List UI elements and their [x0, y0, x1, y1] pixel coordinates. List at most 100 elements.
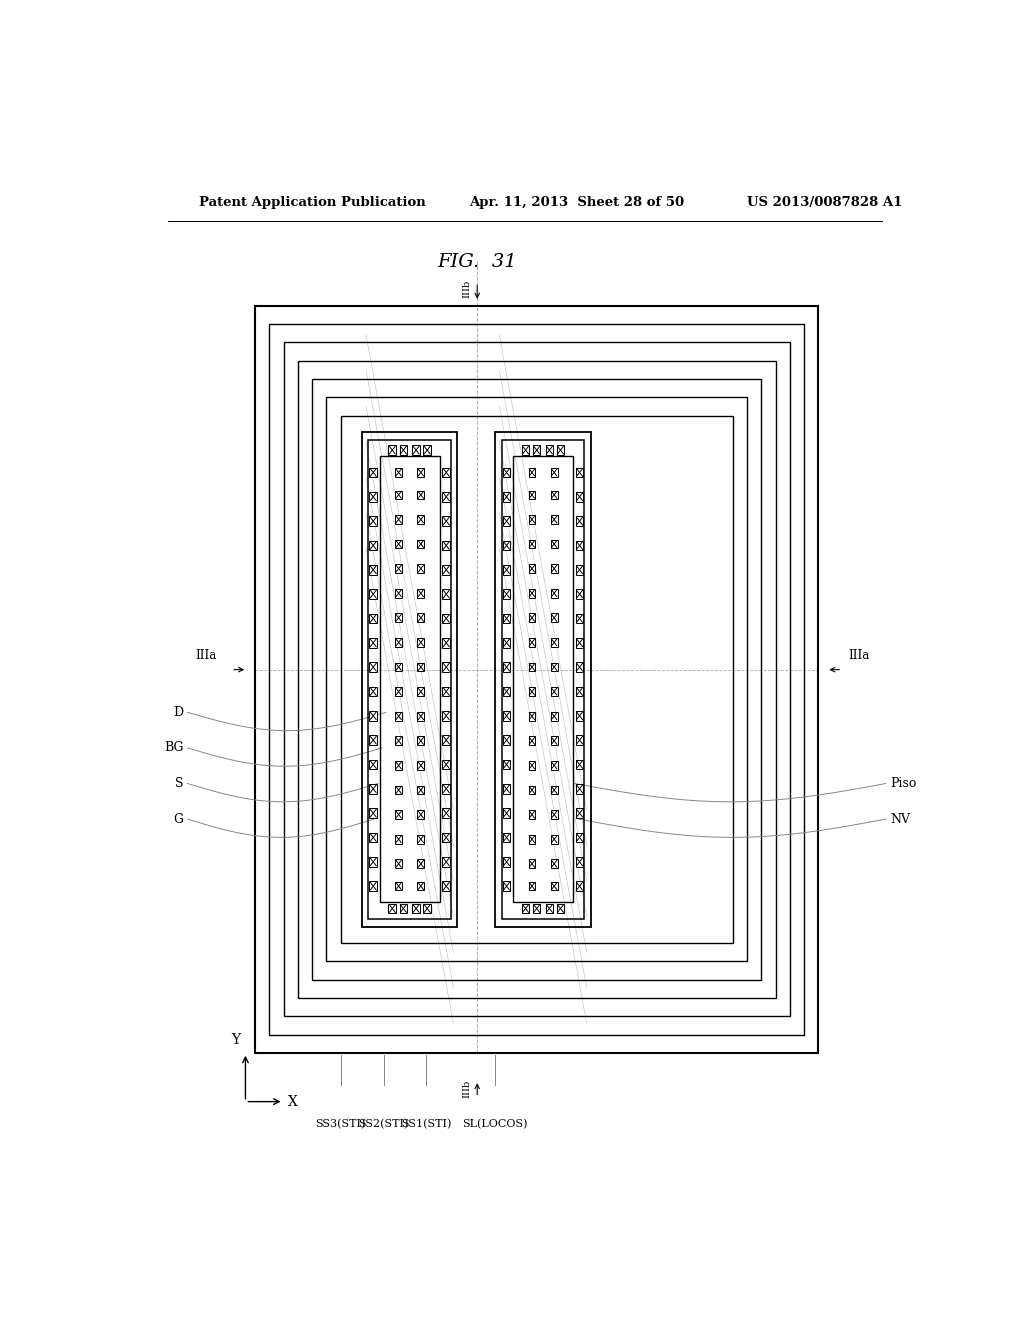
Bar	[528, 882, 536, 891]
Bar	[551, 810, 557, 818]
Bar	[575, 882, 584, 891]
Bar	[551, 663, 557, 672]
Bar	[395, 589, 402, 598]
Bar	[395, 663, 402, 672]
Bar	[418, 711, 424, 721]
Bar	[442, 638, 450, 648]
Bar	[423, 904, 431, 913]
Bar	[551, 589, 557, 598]
Bar	[528, 564, 536, 573]
Bar	[575, 638, 584, 648]
Bar	[442, 735, 450, 744]
Bar	[546, 445, 553, 455]
Bar	[551, 491, 557, 499]
Bar	[442, 492, 450, 502]
Bar	[575, 589, 584, 599]
Bar	[418, 737, 424, 744]
Bar	[575, 808, 584, 818]
Bar	[298, 360, 775, 998]
Bar	[442, 565, 450, 574]
Bar	[551, 711, 557, 721]
Bar	[418, 663, 424, 672]
Bar	[442, 467, 450, 478]
Text: IIIa: IIIa	[196, 648, 217, 661]
Bar	[418, 638, 424, 647]
Bar	[551, 614, 557, 622]
Bar	[528, 515, 536, 524]
Bar	[551, 882, 557, 891]
Text: D: D	[173, 706, 183, 719]
Bar	[528, 810, 536, 818]
Text: Patent Application Publication: Patent Application Publication	[200, 195, 426, 209]
Bar	[503, 759, 510, 770]
Bar	[551, 469, 557, 477]
Bar	[442, 882, 450, 891]
Bar	[503, 735, 510, 744]
Bar	[370, 759, 377, 770]
Bar	[388, 904, 396, 913]
Text: US 2013/0087828 A1: US 2013/0087828 A1	[748, 195, 902, 209]
Text: Piso: Piso	[890, 777, 916, 789]
Bar	[442, 784, 450, 793]
Bar	[551, 688, 557, 696]
Bar	[399, 904, 408, 913]
Bar	[369, 440, 451, 919]
Bar	[418, 762, 424, 770]
Bar	[503, 492, 510, 502]
Bar	[528, 663, 536, 672]
Bar	[503, 784, 510, 793]
Bar	[395, 859, 402, 869]
Bar	[575, 686, 584, 696]
Bar	[575, 857, 584, 867]
Bar	[370, 541, 377, 550]
Bar	[395, 737, 402, 744]
Bar	[528, 589, 536, 598]
Bar	[418, 491, 424, 499]
Bar	[551, 762, 557, 770]
Text: S: S	[175, 777, 183, 789]
Bar	[395, 834, 402, 843]
Bar	[503, 589, 510, 599]
Bar	[557, 904, 564, 913]
Bar	[532, 445, 541, 455]
Bar	[528, 762, 536, 770]
Bar	[528, 469, 536, 477]
Bar	[442, 857, 450, 867]
Bar	[503, 565, 510, 574]
Bar	[575, 614, 584, 623]
Bar	[413, 904, 420, 913]
Bar	[442, 686, 450, 696]
Bar	[370, 589, 377, 599]
Bar	[370, 663, 377, 672]
Bar	[551, 737, 557, 744]
Bar	[395, 810, 402, 818]
Bar	[575, 467, 584, 478]
Bar	[575, 711, 584, 721]
Bar	[370, 492, 377, 502]
Bar	[399, 445, 408, 455]
Bar	[395, 638, 402, 647]
Bar	[395, 785, 402, 795]
Bar	[370, 467, 377, 478]
Bar	[418, 589, 424, 598]
Bar	[380, 457, 440, 903]
Bar	[528, 711, 536, 721]
Bar	[418, 614, 424, 622]
Bar	[442, 663, 450, 672]
Bar	[528, 491, 536, 499]
Text: NV: NV	[890, 813, 910, 825]
Bar	[551, 540, 557, 548]
Bar	[341, 416, 733, 942]
Text: SL(LOCOS): SL(LOCOS)	[462, 1119, 527, 1129]
Bar	[388, 445, 396, 455]
Bar	[532, 904, 541, 913]
Bar	[575, 492, 584, 502]
Bar	[575, 735, 584, 744]
Bar	[395, 614, 402, 622]
Bar	[418, 564, 424, 573]
Bar	[370, 882, 377, 891]
Bar	[503, 808, 510, 818]
Bar	[395, 540, 402, 548]
Bar	[442, 808, 450, 818]
Bar	[327, 397, 748, 961]
